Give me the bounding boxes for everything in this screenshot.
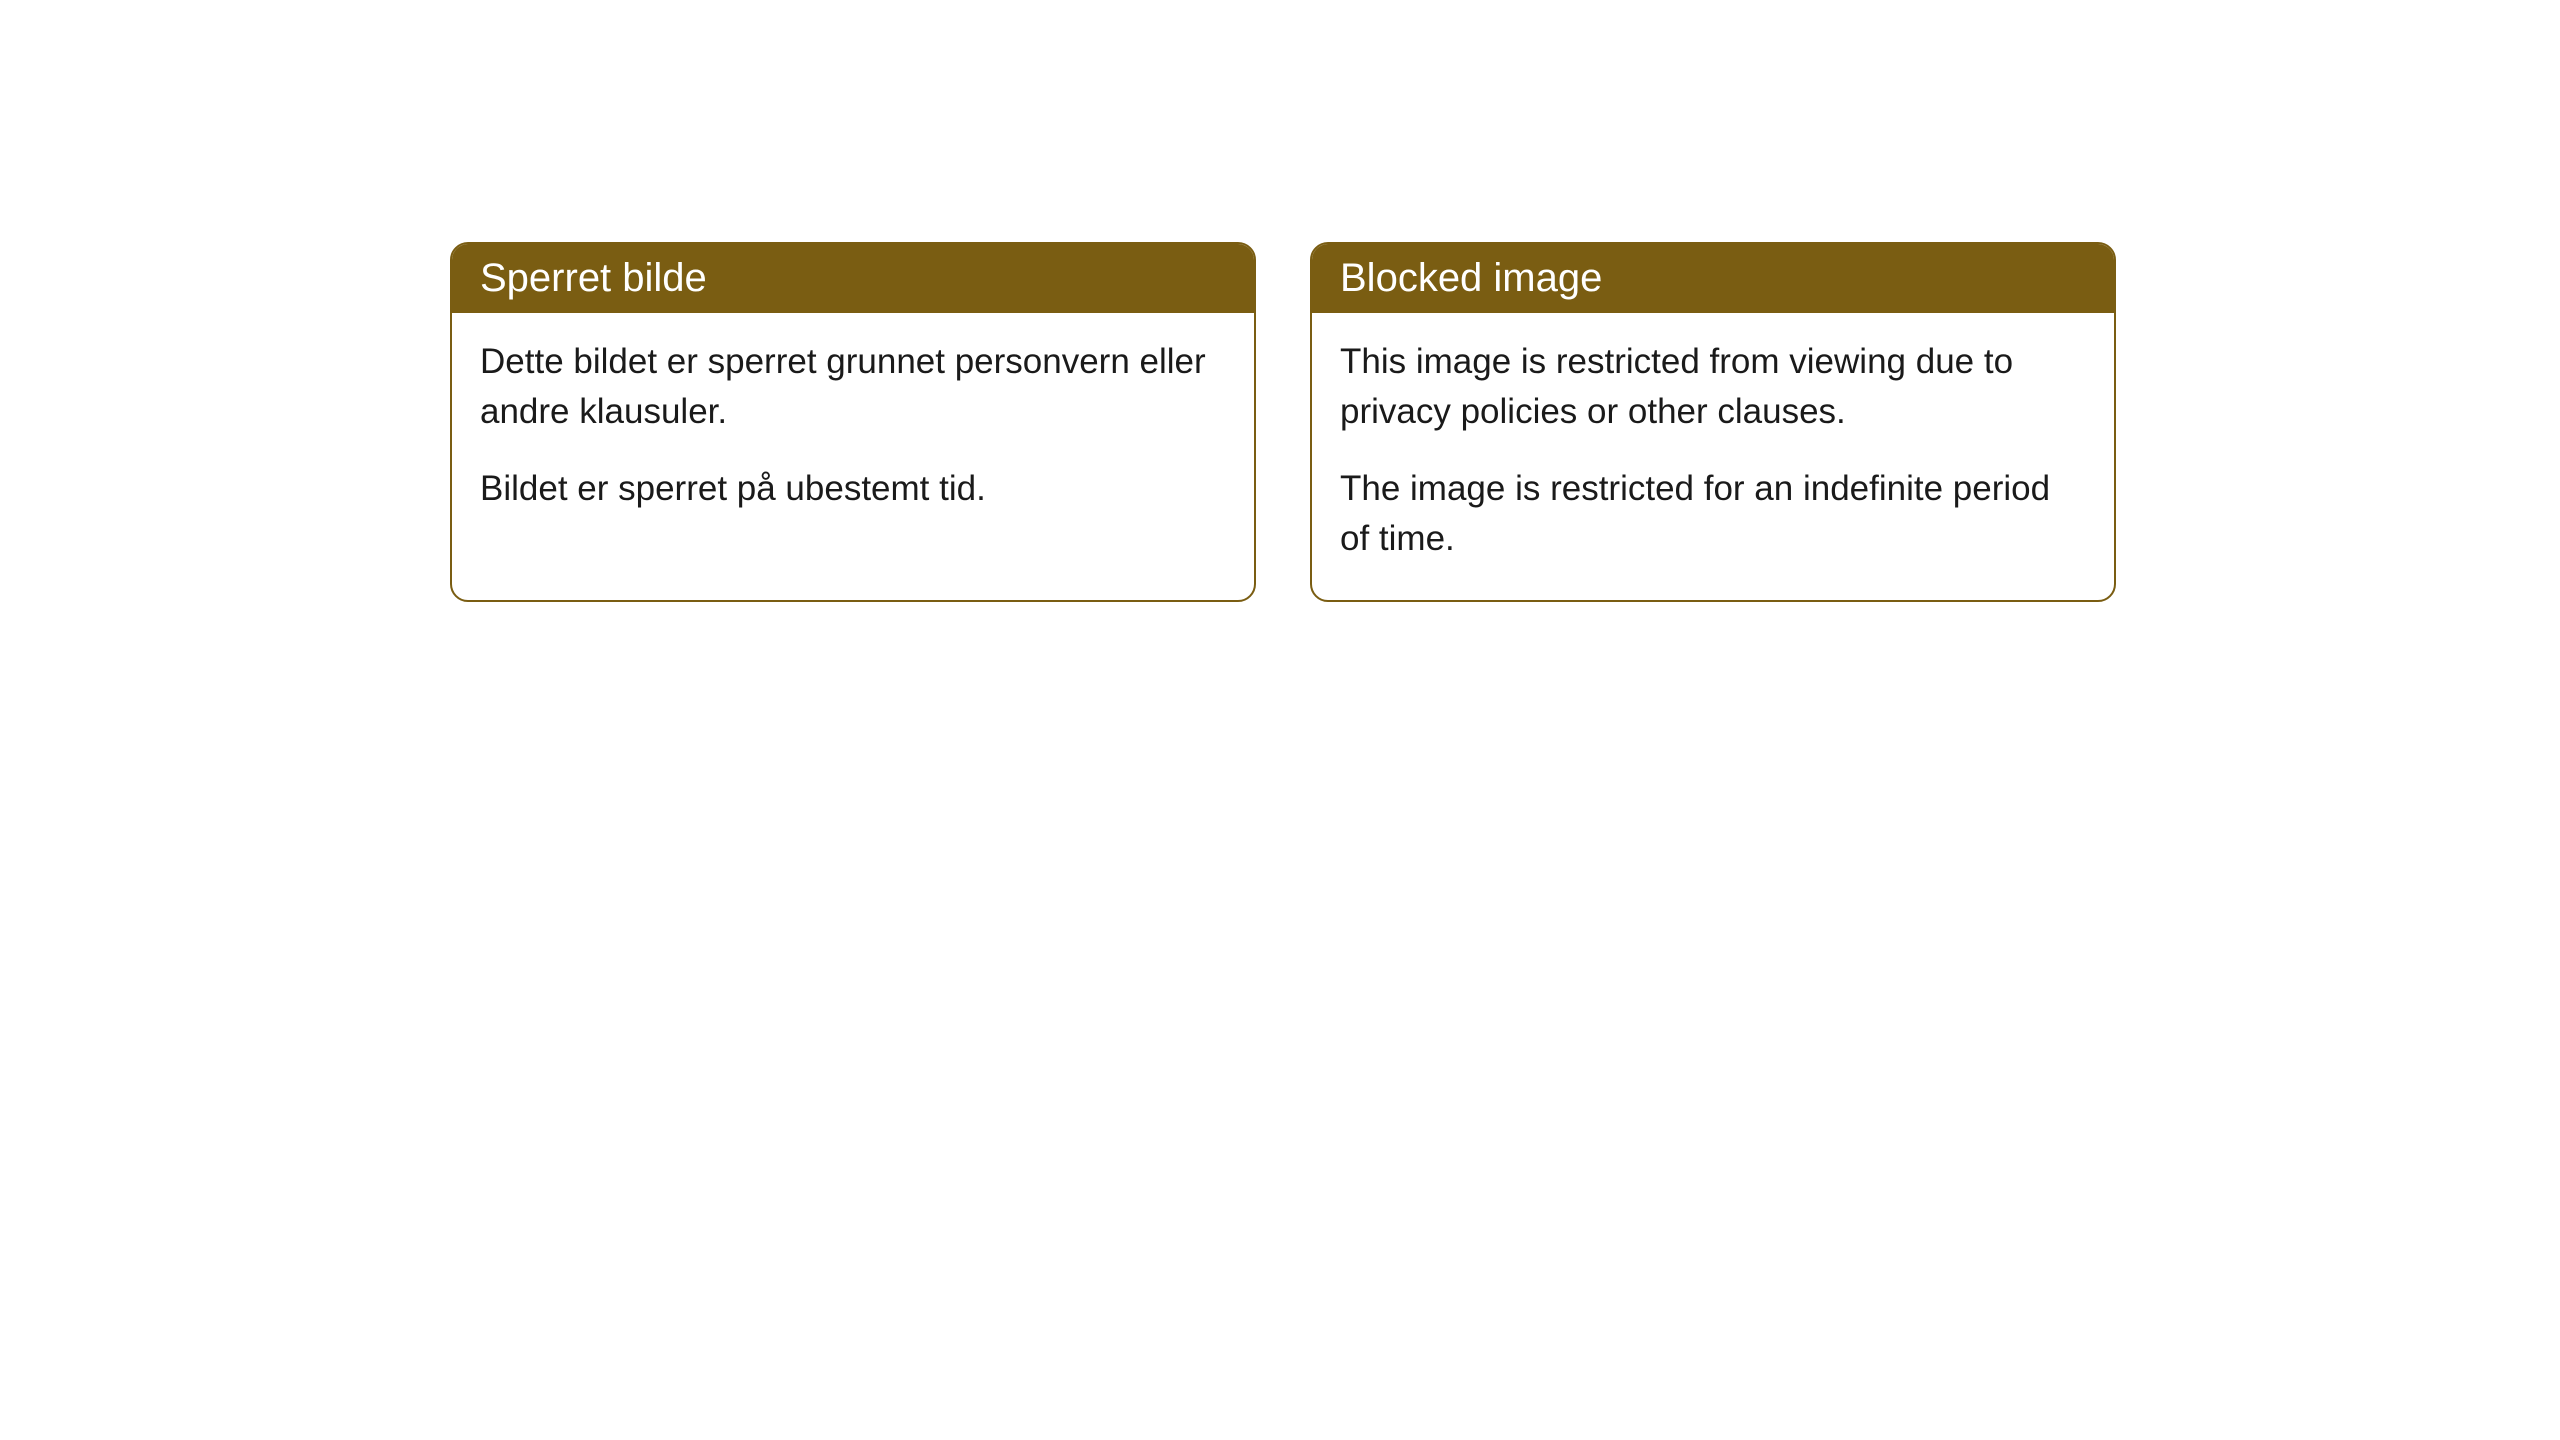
card-header: Blocked image <box>1312 244 2114 313</box>
notice-card-english: Blocked image This image is restricted f… <box>1310 242 2116 602</box>
card-title: Sperret bilde <box>480 256 707 300</box>
card-paragraph: Dette bildet er sperret grunnet personve… <box>480 337 1226 436</box>
card-paragraph: The image is restricted for an indefinit… <box>1340 464 2086 563</box>
card-body: This image is restricted from viewing du… <box>1312 313 2114 600</box>
notice-cards-container: Sperret bilde Dette bildet er sperret gr… <box>450 242 2116 602</box>
card-header: Sperret bilde <box>452 244 1254 313</box>
card-paragraph: This image is restricted from viewing du… <box>1340 337 2086 436</box>
notice-card-norwegian: Sperret bilde Dette bildet er sperret gr… <box>450 242 1256 602</box>
card-body: Dette bildet er sperret grunnet personve… <box>452 313 1254 550</box>
card-title: Blocked image <box>1340 256 1602 300</box>
card-paragraph: Bildet er sperret på ubestemt tid. <box>480 464 1226 514</box>
